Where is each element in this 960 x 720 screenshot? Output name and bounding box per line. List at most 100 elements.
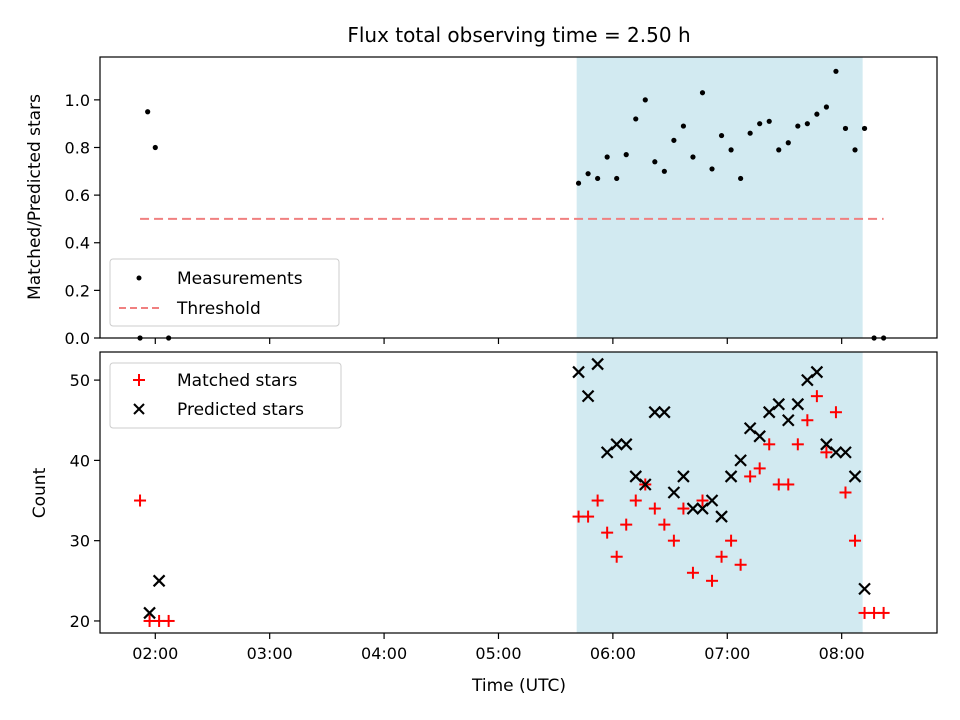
bottom-xtick-label-0500: 05:00 <box>475 644 521 663</box>
predicted-star-marker <box>619 438 633 451</box>
top-ytick-label-0-8: 0.8 <box>65 138 90 157</box>
bottom-points-layer <box>134 357 890 627</box>
top-plot-frame <box>99 56 938 339</box>
matched-star-marker <box>820 446 833 459</box>
top-points-layer <box>137 68 887 341</box>
predicted-star-marker <box>734 454 747 467</box>
measurement-point <box>699 90 706 96</box>
matched-star-marker <box>810 390 823 403</box>
legend-marker-measurements <box>136 275 142 281</box>
bottom-ytick-label-20: 20 <box>70 612 90 631</box>
measurement-point <box>861 125 868 132</box>
matched-star-marker <box>667 534 680 547</box>
measurement-point <box>738 175 744 182</box>
predicted-star-marker <box>639 478 652 491</box>
legend-label-predicted-stars: Predicted stars <box>177 400 304 420</box>
bottom-legend: Matched stars Predicted stars <box>109 362 342 429</box>
bottom-xtick-label-0700: 07:00 <box>704 644 750 663</box>
matched-star-marker <box>686 566 699 579</box>
bottom-ytick-label-30: 30 <box>70 532 90 551</box>
measurement-point <box>795 123 801 129</box>
predicted-star-marker <box>839 446 852 459</box>
measurement-point <box>633 116 639 122</box>
predicted-star-marker <box>791 397 805 411</box>
matched-star-marker <box>677 502 690 515</box>
bottom-xticks: 02:00 03:00 04:00 05:00 06:00 07:00 08:00 <box>132 633 865 663</box>
matched-star-marker <box>839 486 852 499</box>
bottom-xtick-label-0400: 04:00 <box>361 644 407 663</box>
measurement-point <box>614 175 620 182</box>
measurement-point <box>585 171 591 177</box>
top-ytick-label-0-6: 0.6 <box>65 186 90 205</box>
matched-star-marker <box>782 478 795 491</box>
measurement-point <box>757 121 763 127</box>
matched-star-marker <box>725 534 738 547</box>
bottom-plot-frame <box>99 351 938 634</box>
measurement-point <box>718 132 725 139</box>
measurement-point <box>785 140 791 146</box>
top-highlight-span <box>576 57 863 338</box>
bottom-highlight-span <box>576 352 863 633</box>
top-yticks: 0.0 0.2 0.4 0.6 0.8 1.0 <box>65 91 100 348</box>
measurement-point <box>652 159 658 165</box>
measurement-point <box>575 180 582 186</box>
matched-star-marker <box>648 502 661 515</box>
matched-star-marker <box>620 518 633 531</box>
matched-star-marker <box>734 558 747 571</box>
measurement-point <box>604 154 610 160</box>
top-ytick-label-0-4: 0.4 <box>65 234 90 253</box>
measurement-point <box>728 147 734 153</box>
matched-star-marker <box>829 406 842 419</box>
legend-label-measurements: Measurements <box>177 269 303 289</box>
predicted-star-marker <box>848 470 862 483</box>
bottom-xtick-label-0300: 03:00 <box>247 644 293 663</box>
legend-label-threshold: Threshold <box>176 299 261 319</box>
predicted-star-marker <box>782 413 795 427</box>
legend-label-matched-stars: Matched stars <box>177 371 297 391</box>
measurement-point <box>709 166 715 172</box>
predicted-star-marker <box>829 446 843 459</box>
top-legend-box <box>109 258 340 327</box>
bottom-xtick-label-0200: 02:00 <box>132 644 178 663</box>
measurement-point <box>152 144 158 151</box>
matched-star-marker <box>162 614 175 627</box>
predicted-star-marker <box>715 510 728 523</box>
x-axis-label: Time (UTC) <box>471 676 566 696</box>
measurement-point <box>747 130 753 136</box>
matched-star-marker <box>763 438 776 451</box>
measurement-point <box>642 97 648 103</box>
measurement-point <box>671 137 677 143</box>
matched-star-marker <box>801 414 814 427</box>
top-xticks <box>154 338 843 344</box>
predicted-star-marker <box>677 470 690 483</box>
matched-star-marker <box>791 438 804 451</box>
measurement-point <box>814 111 820 117</box>
bottom-xtick-label-0800: 08:00 <box>819 644 865 663</box>
matched-star-marker <box>849 534 862 547</box>
measurement-point <box>766 118 772 124</box>
matched-star-marker <box>582 510 595 523</box>
legend-marker-predicted-stars <box>133 403 145 415</box>
predicted-star-marker <box>753 430 766 443</box>
matched-star-marker <box>753 462 766 475</box>
predicted-star-marker <box>858 582 871 596</box>
matched-star-marker <box>715 550 728 563</box>
measurement-point <box>833 68 839 74</box>
predicted-star-marker <box>591 357 604 371</box>
matched-star-marker <box>591 494 604 507</box>
top-legend: Measurements Threshold <box>109 258 340 327</box>
top-panel: 0.0 0.2 0.4 0.6 0.8 1.0 Matched/Predicted sta… <box>25 56 938 348</box>
predicted-star-marker <box>810 365 824 379</box>
measurement-point <box>595 175 601 182</box>
measurement-point <box>823 104 830 110</box>
measurement-point <box>690 154 696 160</box>
bottom-y-axis-label: Count <box>30 467 50 518</box>
matched-star-marker <box>658 518 671 531</box>
measurement-point <box>842 125 849 132</box>
predicted-star-marker <box>152 574 166 588</box>
measurement-point <box>776 147 782 153</box>
bottom-ytick-label-40: 40 <box>70 451 90 470</box>
predicted-star-marker <box>705 494 719 507</box>
matched-star-marker <box>706 574 719 587</box>
